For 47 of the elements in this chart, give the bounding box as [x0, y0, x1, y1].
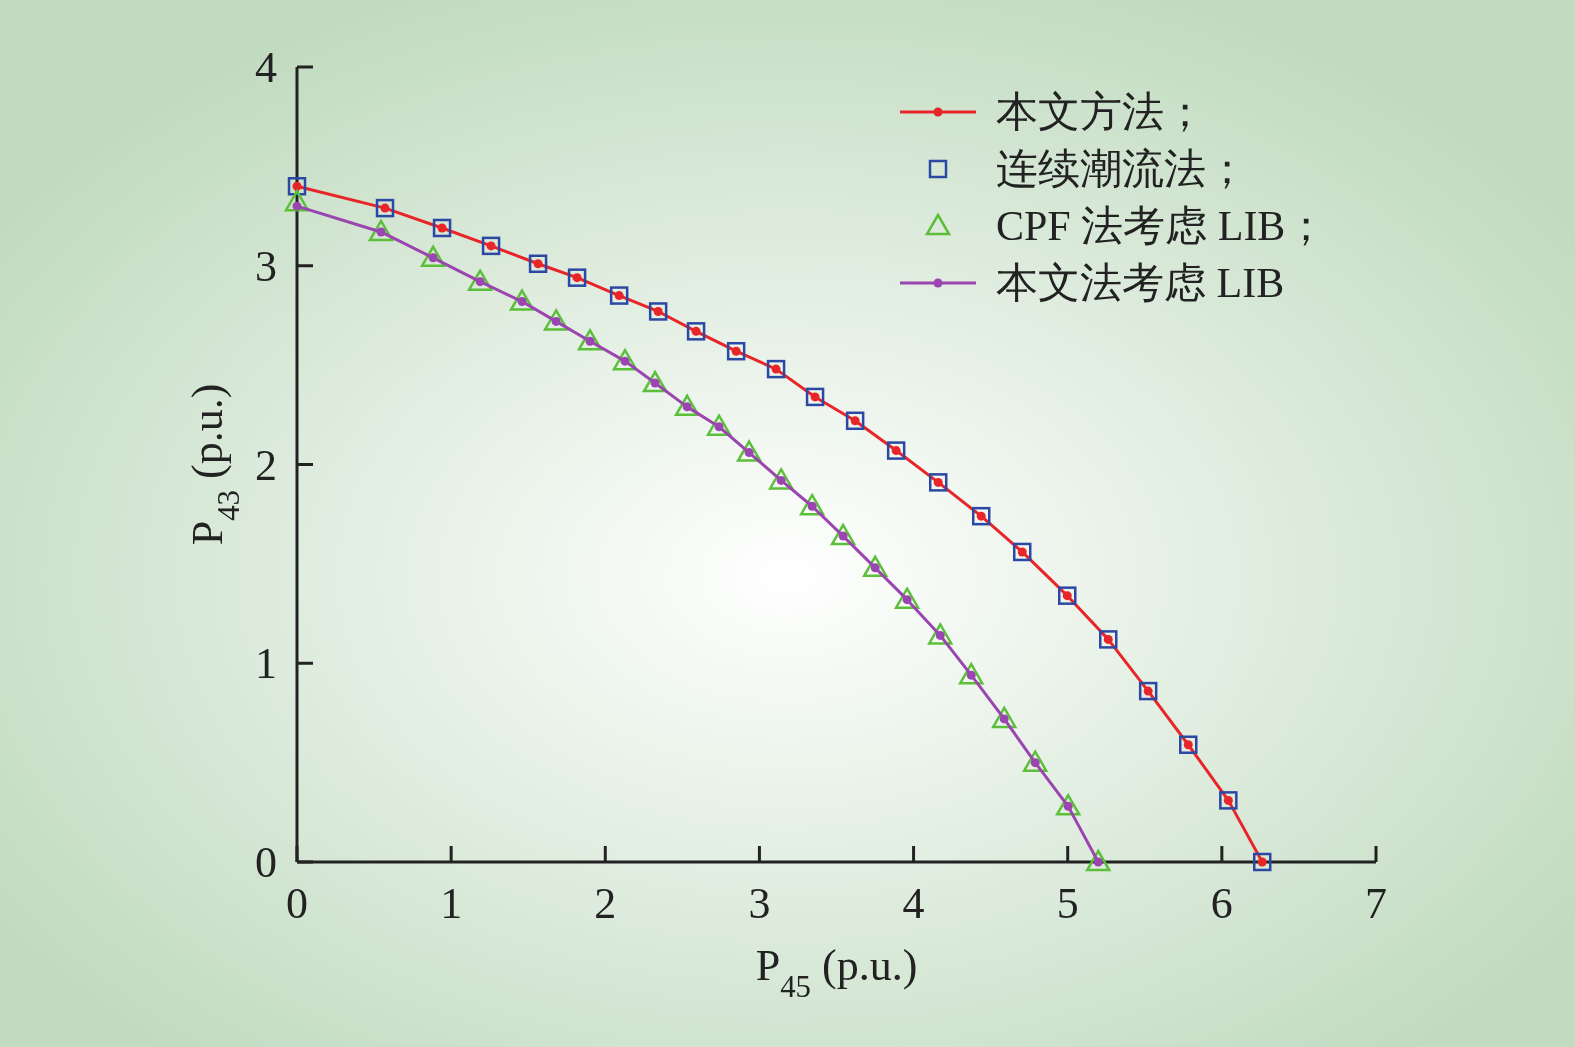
- point: [287, 177, 307, 196]
- point: [958, 662, 984, 685]
- x-tick-label: 3: [748, 879, 771, 928]
- point: [432, 218, 452, 238]
- point: [1012, 542, 1032, 562]
- x-tick-label: 0: [286, 879, 308, 928]
- point: [886, 441, 906, 460]
- x-tick-label: 1: [440, 879, 463, 928]
- x-tick-label: 5: [1056, 879, 1079, 928]
- point: [1138, 681, 1158, 701]
- point: [1179, 735, 1198, 754]
- y-tick-label: 1: [255, 639, 277, 689]
- x-tick-label: 4: [902, 879, 925, 928]
- point: [971, 506, 991, 526]
- point: [766, 359, 786, 379]
- point: [292, 201, 302, 211]
- point: [1085, 849, 1111, 872]
- point: [1055, 794, 1081, 816]
- point: [648, 302, 668, 321]
- point: [609, 286, 629, 305]
- legend-label: 本文法考虑 LIB: [996, 260, 1285, 306]
- x-tick-label: 2: [594, 879, 617, 928]
- y-tick-label: 2: [255, 440, 277, 490]
- point: [375, 198, 395, 218]
- point: [1252, 852, 1272, 872]
- point: [528, 254, 548, 274]
- y-tick-label: 0: [255, 838, 277, 887]
- point: [726, 341, 746, 361]
- y-tick-label: 3: [255, 241, 277, 291]
- point: [927, 623, 953, 645]
- point: [481, 236, 501, 256]
- point: [928, 473, 948, 492]
- point: [284, 189, 310, 212]
- legend-label: CPF 法考虑 LIB；: [996, 203, 1328, 249]
- x-tick-label: 7: [1365, 879, 1387, 928]
- x-tick-label: 6: [1210, 879, 1233, 928]
- legend-label: 本文方法；: [996, 89, 1206, 135]
- point: [1099, 630, 1118, 649]
- point: [686, 322, 706, 341]
- point: [845, 411, 865, 431]
- point: [805, 387, 825, 407]
- y-tick-label: 4: [255, 43, 277, 92]
- x-axis-title: P$_{45}$ (p.u.): [755, 941, 918, 1004]
- point: [567, 268, 587, 287]
- point: [1058, 586, 1077, 605]
- legend-label: 连续潮流法；: [996, 146, 1248, 192]
- point: [1219, 791, 1238, 810]
